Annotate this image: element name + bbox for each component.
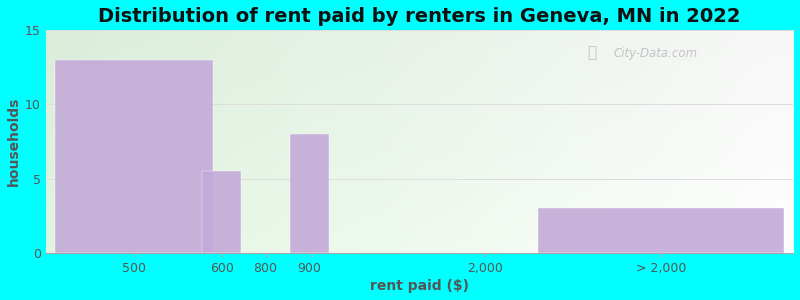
Bar — [290, 134, 330, 253]
Text: ⦿: ⦿ — [587, 45, 597, 60]
Bar — [538, 208, 784, 253]
Text: City-Data.com: City-Data.com — [614, 47, 698, 60]
Bar — [202, 171, 242, 253]
Bar — [54, 60, 213, 253]
X-axis label: rent paid ($): rent paid ($) — [370, 279, 469, 293]
Title: Distribution of rent paid by renters in Geneva, MN in 2022: Distribution of rent paid by renters in … — [98, 7, 741, 26]
Y-axis label: households: households — [7, 97, 21, 186]
